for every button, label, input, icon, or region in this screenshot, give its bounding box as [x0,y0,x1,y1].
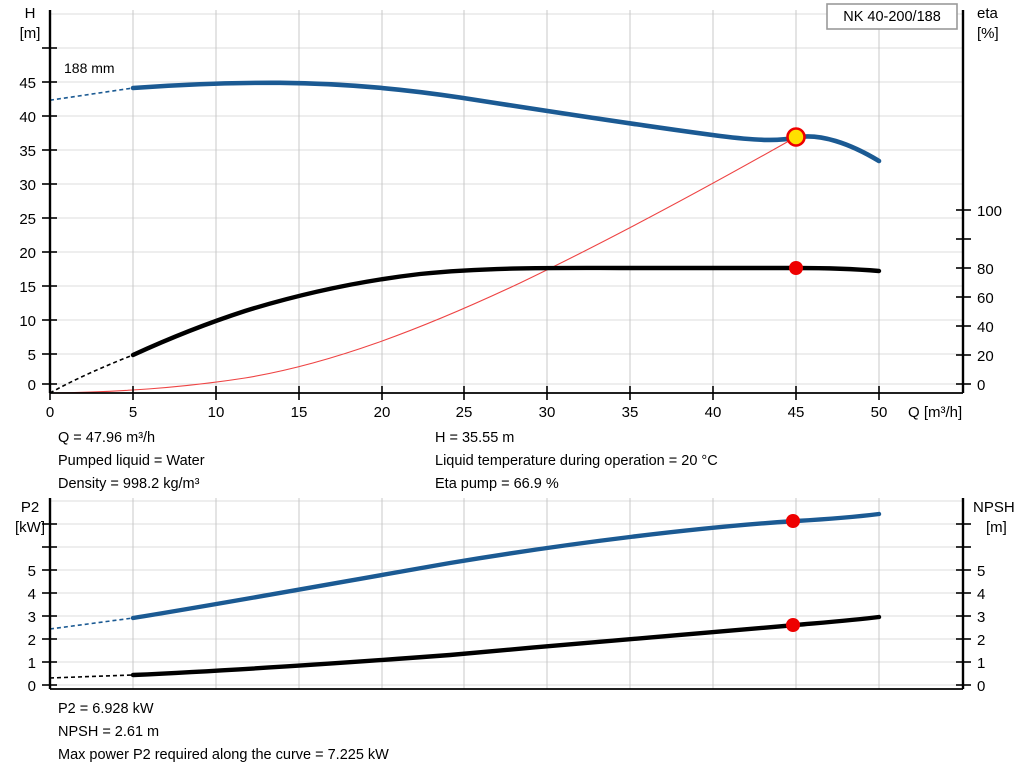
power-curve [130,511,882,621]
bottom-chart-left-ticks [42,523,57,686]
bottom-chart-y-right-tick-label-0: 0 [977,678,985,695]
bottom-chart-group: 0 1 2 3 4 5 0 1 2 3 4 5 P2 [kW] NPSH [m] [15,498,1015,695]
bottom-chart-grid-horizontal [50,500,963,686]
duty-info-bottom-group: P2 = 6.928 kW NPSH = 2.61 m Max power P2… [58,701,389,763]
top-chart-y-right-tick-label-0: 0 [977,377,985,394]
duty-info-h: H = 35.55 m [435,430,514,446]
bottom-chart-y-left-tick-label-3: 3 [28,609,36,626]
npsh-curve [130,614,882,678]
top-chart-y-left-tick-label-20: 20 [19,245,36,262]
top-chart-y-right-tick-label-40: 40 [977,319,994,336]
bottom-chart-y-left-axis-title-line2: [kW] [15,519,45,536]
top-chart-y-right-tick-label-80: 80 [977,261,994,278]
top-chart-y-right-axis-title-line1: eta [977,5,999,22]
top-chart-y-left-tick-label-0: 0 [28,377,36,394]
head-curve-extension [49,87,134,101]
duty-point-head-marker [786,127,806,147]
pump-model-label: NK 40-200/188 [843,9,941,25]
duty-info-eta-pump: Eta pump = 66.9 % [435,476,559,492]
top-chart-y-left-tick-label-15: 15 [19,279,36,296]
top-chart-y-left-tick-label-30: 30 [19,177,36,194]
top-chart-y-right-tick-label-60: 60 [977,290,994,307]
top-chart-y-left-tick-label-45: 45 [19,75,36,92]
top-chart-x-tick-label-20: 20 [374,404,391,421]
top-chart-right-ticks [956,209,971,385]
top-chart-x-axis-title: Q [m³/h] [908,404,962,421]
top-chart-x-tick-label-40: 40 [705,404,722,421]
impeller-diameter-note: 188 mm [64,60,115,76]
duty-point-power-marker [786,514,800,528]
bottom-chart-y-right-tick-label-4: 4 [977,586,985,603]
duty-info-npsh: NPSH = 2.61 m [58,724,159,740]
bottom-chart-y-right-tick-label-5: 5 [977,563,985,580]
bottom-chart-y-right-axis-title-line2: [m] [986,519,1007,536]
head-curve [130,80,882,164]
top-chart-y-left-axis-title-line2: [m] [20,25,41,42]
bottom-chart-y-left-tick-label-2: 2 [28,632,36,649]
top-chart-x-tick-label-35: 35 [622,404,639,421]
npsh-curve-extension [49,674,134,679]
duty-point-efficiency-marker [789,261,803,275]
duty-info-pumped-liquid: Pumped liquid = Water [58,453,205,469]
duty-info-q: Q = 47.96 m³/h [58,430,155,446]
system-resistance-curve [49,136,797,394]
top-chart-x-tick-label-0: 0 [46,404,54,421]
bottom-chart-y-left-axis-title-line1: P2 [21,499,39,516]
top-chart-x-tick-label-10: 10 [208,404,225,421]
bottom-chart-y-left-tick-label-5: 5 [28,563,36,580]
top-chart-x-tick-label-15: 15 [291,404,308,421]
top-chart-x-tick-label-5: 5 [129,404,137,421]
duty-info-liquid-temperature: Liquid temperature during operation = 20… [435,453,718,469]
duty-point-npsh-marker [786,618,800,632]
pump-model-legend-box [826,3,958,30]
top-chart-y-left-tick-label-10: 10 [19,313,36,330]
top-chart-x-tick-label-50: 50 [871,404,888,421]
duty-info-max-power: Max power P2 required along the curve = … [58,747,389,763]
top-chart-group: 0 5 10 15 20 25 30 35 40 45 0 20 40 60 8… [19,3,1002,421]
bottom-chart-y-left-tick-label-4: 4 [28,586,36,603]
efficiency-curve-extension [49,354,134,394]
top-chart-y-right-axis-title-line2: [%] [977,25,999,42]
top-chart-y-left-tick-label-40: 40 [19,109,36,126]
top-chart-x-ticks [49,386,880,400]
bottom-chart-y-left-tick-label-0: 0 [28,678,36,695]
top-chart-x-tick-label-30: 30 [539,404,556,421]
top-chart-y-right-tick-label-20: 20 [977,348,994,365]
top-chart-left-ticks [42,47,57,385]
bottom-chart-y-right-axis-title-line1: NPSH [973,499,1015,516]
top-chart-x-tick-label-25: 25 [456,404,473,421]
bottom-chart-y-right-tick-label-3: 3 [977,609,985,626]
duty-info-top-group: Q = 47.96 m³/h Pumped liquid = Water Den… [58,430,718,492]
bottom-chart-y-right-tick-label-1: 1 [977,655,985,672]
duty-info-p2: P2 = 6.928 kW [58,701,154,717]
bottom-chart-y-left-tick-label-1: 1 [28,655,36,672]
power-curve-extension [49,617,134,630]
top-chart-y-left-axis-title-line1: H [25,5,36,22]
top-chart-grid-vertical [132,10,880,393]
efficiency-curve-main [130,265,882,358]
top-chart-x-tick-label-45: 45 [788,404,805,421]
top-chart-y-left-tick-label-35: 35 [19,143,36,160]
top-chart-grid-horizontal [50,13,963,385]
top-chart-y-right-tick-label-100: 100 [977,203,1002,220]
top-chart-y-left-tick-label-25: 25 [19,211,36,228]
duty-info-density: Density = 998.2 kg/m³ [58,476,200,492]
top-chart-y-left-tick-label-5: 5 [28,347,36,364]
bottom-chart-right-ticks [956,523,971,686]
bottom-chart-y-right-tick-label-2: 2 [977,632,985,649]
